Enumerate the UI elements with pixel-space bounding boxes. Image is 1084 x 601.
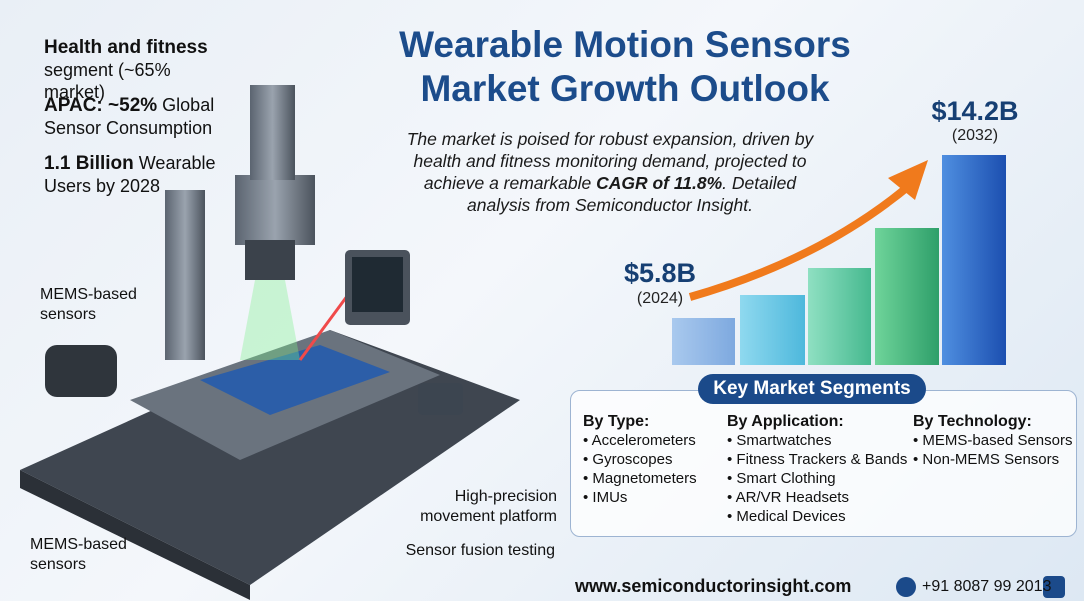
- platform-edge: [20, 470, 250, 600]
- callout: Sensor fusion testing: [405, 542, 555, 559]
- phone: +91 8087 99 2013: [922, 578, 1052, 595]
- end-value: $14.2B: [931, 96, 1019, 126]
- segment-item: • Smartwatches: [727, 432, 832, 449]
- microscope-head: [250, 85, 295, 180]
- segment-item: • Accelerometers: [583, 432, 696, 449]
- segment-item-text: Magnetometers: [592, 470, 697, 487]
- microscope-body: [235, 175, 315, 245]
- segment-item: • Fitness Trackers & Bands: [727, 451, 908, 468]
- callout: MEMS-based sensors: [40, 286, 137, 323]
- segment-item: • Gyroscopes: [583, 451, 673, 468]
- growth-bar: [875, 228, 939, 365]
- highlight: APAC: ~52% Global Sensor Consumption: [44, 94, 234, 139]
- callout: High-precision movement platform: [420, 488, 557, 525]
- growth-bar: [740, 295, 805, 365]
- highlight-bold: Health and fitness: [44, 37, 208, 58]
- segments-title: Key Market Segments: [698, 374, 926, 404]
- highlight-bold: 1.1 Billion: [44, 153, 134, 174]
- start-value: $5.8B: [623, 258, 697, 288]
- linkedin-icon[interactable]: [1043, 576, 1065, 598]
- phone-icon: [896, 577, 916, 597]
- description: The market is poised for robust expansio…: [395, 128, 825, 216]
- sensor-board: [200, 345, 390, 415]
- lens: [245, 240, 295, 280]
- highlight: 1.1 Billion Wearable Users by 2028: [44, 152, 219, 197]
- segment-item-text: Medical Devices: [736, 508, 846, 525]
- highlight-text: Wearable Users by 2028: [44, 153, 216, 196]
- segment-item-text: IMUs: [592, 489, 628, 506]
- website[interactable]: www.semiconductorinsight.com: [575, 576, 852, 596]
- segment-item: • AR/VR Headsets: [727, 489, 849, 506]
- highlight-text: segment (~65% market): [44, 60, 171, 102]
- segment-item-text: MEMS-based Sensors: [922, 432, 1073, 449]
- segment-heading: By Technology:: [913, 413, 1032, 430]
- growth-arrow: [688, 181, 913, 301]
- highlight-text: Global Sensor Consumption: [44, 95, 215, 138]
- segments-box: [570, 390, 1077, 537]
- title-line: Market Growth Outlook: [420, 68, 830, 109]
- description-bold: CAGR of 11.8%: [596, 173, 723, 193]
- segment-item-text: AR/VR Headsets: [735, 489, 849, 506]
- smartwatch: [45, 345, 117, 397]
- laser: [240, 280, 300, 360]
- highlight: Health and fitness segment (~65% market): [44, 36, 234, 103]
- segment-item-text: Smartwatches: [736, 432, 832, 449]
- segment-item-text: Smart Clothing: [736, 470, 836, 487]
- description-text: . Detailed analysis from Semiconductor I…: [467, 173, 797, 215]
- title-line: Wearable Motion Sensors: [399, 24, 851, 65]
- segment-item: • Smart Clothing: [727, 470, 836, 487]
- arrow-head: [888, 160, 928, 200]
- end-year: (2032): [951, 127, 999, 144]
- segment-item: • Medical Devices: [727, 508, 846, 525]
- growth-bar: [672, 318, 735, 365]
- segment-item-text: Accelerometers: [591, 432, 696, 449]
- segment-column: By Technology: • MEMS-based Sensors • Non-…: [913, 412, 1072, 469]
- highlight-bold: APAC: ~52%: [44, 95, 158, 116]
- stand: [165, 190, 205, 360]
- device: [418, 383, 463, 415]
- segment-heading: By Application:: [727, 413, 844, 430]
- segment-item: • Non-MEMS Sensors: [913, 451, 1060, 468]
- segment-column: By Application: • Smartwatches • Fitness T…: [727, 412, 907, 526]
- segment-item-text: Fitness Trackers & Bands: [736, 451, 908, 468]
- segment-item-text: Gyroscopes: [592, 451, 673, 468]
- description-text: The market is poised for robust expansio…: [406, 129, 814, 193]
- callout: MEMS-based sensors: [30, 536, 127, 573]
- segment-item: • IMUs: [583, 489, 628, 506]
- monitor-screen: [352, 257, 403, 312]
- growth-bar: [942, 155, 1006, 365]
- segment-column: By Type: • Accelerometers • Gyroscopes • Ma…: [583, 412, 697, 507]
- segment-item-text: Non-MEMS Sensors: [922, 451, 1060, 468]
- growth-bar: [808, 268, 871, 365]
- segment-item: • MEMS-based Sensors: [913, 432, 1073, 449]
- start-year: (2024): [636, 290, 684, 307]
- segment-item: • Magnetometers: [583, 470, 697, 487]
- segment-heading: By Type:: [583, 413, 650, 430]
